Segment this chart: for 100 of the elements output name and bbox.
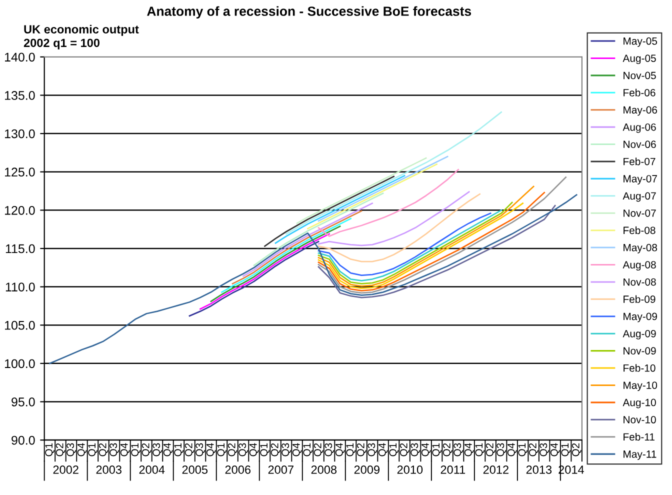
- x-tick-label: Q2: [228, 443, 238, 456]
- legend-label: Feb-11: [624, 432, 654, 441]
- x-tick-label: Q2: [442, 443, 452, 456]
- text: 2012: [483, 466, 508, 474]
- legend-label: Aug-08: [622, 261, 656, 271]
- text: 2009: [354, 466, 380, 474]
- line-series: [318, 168, 459, 237]
- legend-label: Aug-06: [622, 123, 656, 133]
- line-series: [318, 176, 567, 294]
- text: 2013: [526, 466, 552, 474]
- legend-label: Aug-07: [622, 192, 656, 202]
- line-series: [221, 218, 352, 293]
- x-tick-label: Q1: [260, 443, 270, 456]
- legend-label: Nov-07: [624, 209, 656, 217]
- x-tick-label: Q2: [314, 443, 324, 456]
- y-tick-label: 115.0: [6, 244, 35, 254]
- x-tick-label: Q4: [378, 443, 388, 456]
- x-tick-label: Q3: [410, 443, 420, 456]
- line-series: [200, 233, 330, 310]
- y-tick-label: 100.0: [5, 359, 35, 368]
- legend-label: Nov-10: [624, 416, 656, 424]
- legend-label: Nov-08: [624, 278, 656, 286]
- y-tick-label: 130.0: [5, 129, 35, 138]
- text: 2011: [440, 466, 466, 474]
- x-tick-label: Q2: [98, 443, 108, 456]
- x-tick-label: Q2: [572, 443, 582, 456]
- x-tick-label: Q4: [249, 443, 259, 456]
- line-series: [296, 157, 427, 224]
- legend-label: May-06: [624, 106, 658, 116]
- line-series: [318, 204, 556, 298]
- line-series: [210, 226, 341, 302]
- x-tick-label: Q2: [528, 443, 538, 456]
- x-tick-label: Q3: [540, 443, 549, 456]
- legend-label: Nov-06: [624, 140, 656, 148]
- line-series: [232, 210, 362, 284]
- y-tick-label: 110.0: [6, 282, 35, 292]
- x-tick-label: Q4: [421, 443, 431, 456]
- line-series: [49, 194, 578, 364]
- x-tick-label: Q3: [324, 443, 334, 456]
- x-tick-label: Q2: [142, 443, 152, 456]
- x-tick-label: Q1: [45, 443, 54, 456]
- line-series: [242, 202, 373, 277]
- x-tick-label: Q2: [356, 443, 366, 456]
- legend-label: Feb-07: [624, 158, 656, 166]
- x-tick-label: Q3: [368, 443, 377, 456]
- x-tick-label: Q1: [432, 443, 442, 456]
- x-tick-label: Q4: [163, 443, 173, 456]
- y-tick-label: 135.0: [5, 91, 35, 100]
- text: 2003: [96, 466, 122, 474]
- x-tick-label: Q1: [346, 443, 356, 456]
- x-tick-label: Q1: [518, 443, 528, 456]
- x-tick-label: Q3: [196, 443, 205, 456]
- legend-label: Aug-10: [622, 398, 656, 408]
- x-tick-label: Q1: [561, 443, 570, 456]
- line-series: [286, 111, 502, 235]
- chart-subtitle: UK economic output 2002 q1 = 100: [24, 24, 139, 50]
- x-tick-label: Q1: [303, 443, 312, 456]
- y-tick-label: 95.0: [12, 398, 35, 406]
- x-tick-label: Q3: [66, 443, 76, 456]
- x-tick-label: Q1: [389, 443, 398, 456]
- x-tick-label: Q3: [282, 443, 291, 456]
- legend-label: May-08: [624, 244, 658, 254]
- y-tick-label: 120.0: [5, 206, 35, 215]
- x-tick-label: Q4: [120, 443, 130, 456]
- x-tick-label: Q2: [270, 443, 280, 456]
- legend-label: Feb-10: [624, 364, 656, 372]
- y-tick-label: 105.0: [5, 320, 35, 330]
- line-series: [318, 212, 492, 276]
- x-tick-label: Q2: [400, 443, 410, 456]
- line-series: [318, 191, 470, 246]
- legend-label: May-11: [624, 450, 656, 460]
- line-series: [318, 156, 448, 222]
- legend-label: Aug-09: [622, 330, 656, 340]
- legend-label: Feb-08: [624, 226, 656, 234]
- x-tick-label: Q1: [217, 443, 226, 456]
- x-tick-label: Q1: [475, 443, 484, 456]
- line-series: [264, 176, 394, 247]
- text: 2008: [311, 466, 337, 474]
- x-tick-label: Q1: [174, 443, 184, 456]
- x-tick-label: Q1: [88, 443, 98, 456]
- x-tick-label: Q2: [486, 443, 496, 456]
- text: 2007: [268, 466, 294, 474]
- x-tick-label: Q4: [507, 443, 517, 456]
- line-series: [307, 164, 438, 230]
- line-series: [253, 192, 384, 266]
- legend-label: May-05: [624, 37, 658, 47]
- text: 2005: [182, 466, 208, 474]
- legend-label: Nov-05: [624, 72, 656, 80]
- legend-label: Aug-05: [622, 54, 656, 64]
- legend-label: May-07: [624, 175, 657, 185]
- legend-label: May-10: [624, 382, 658, 392]
- line-series: [274, 175, 406, 244]
- text: 2004: [139, 466, 165, 474]
- text: 2006: [225, 466, 250, 474]
- x-tick-label: Q3: [454, 443, 463, 456]
- x-tick-label: Q3: [152, 443, 162, 456]
- y-tick-label: 125.0: [5, 168, 35, 177]
- x-tick-label: Q3: [110, 443, 119, 456]
- x-tick-label: Q4: [206, 443, 216, 456]
- x-tick-label: Q2: [184, 443, 194, 456]
